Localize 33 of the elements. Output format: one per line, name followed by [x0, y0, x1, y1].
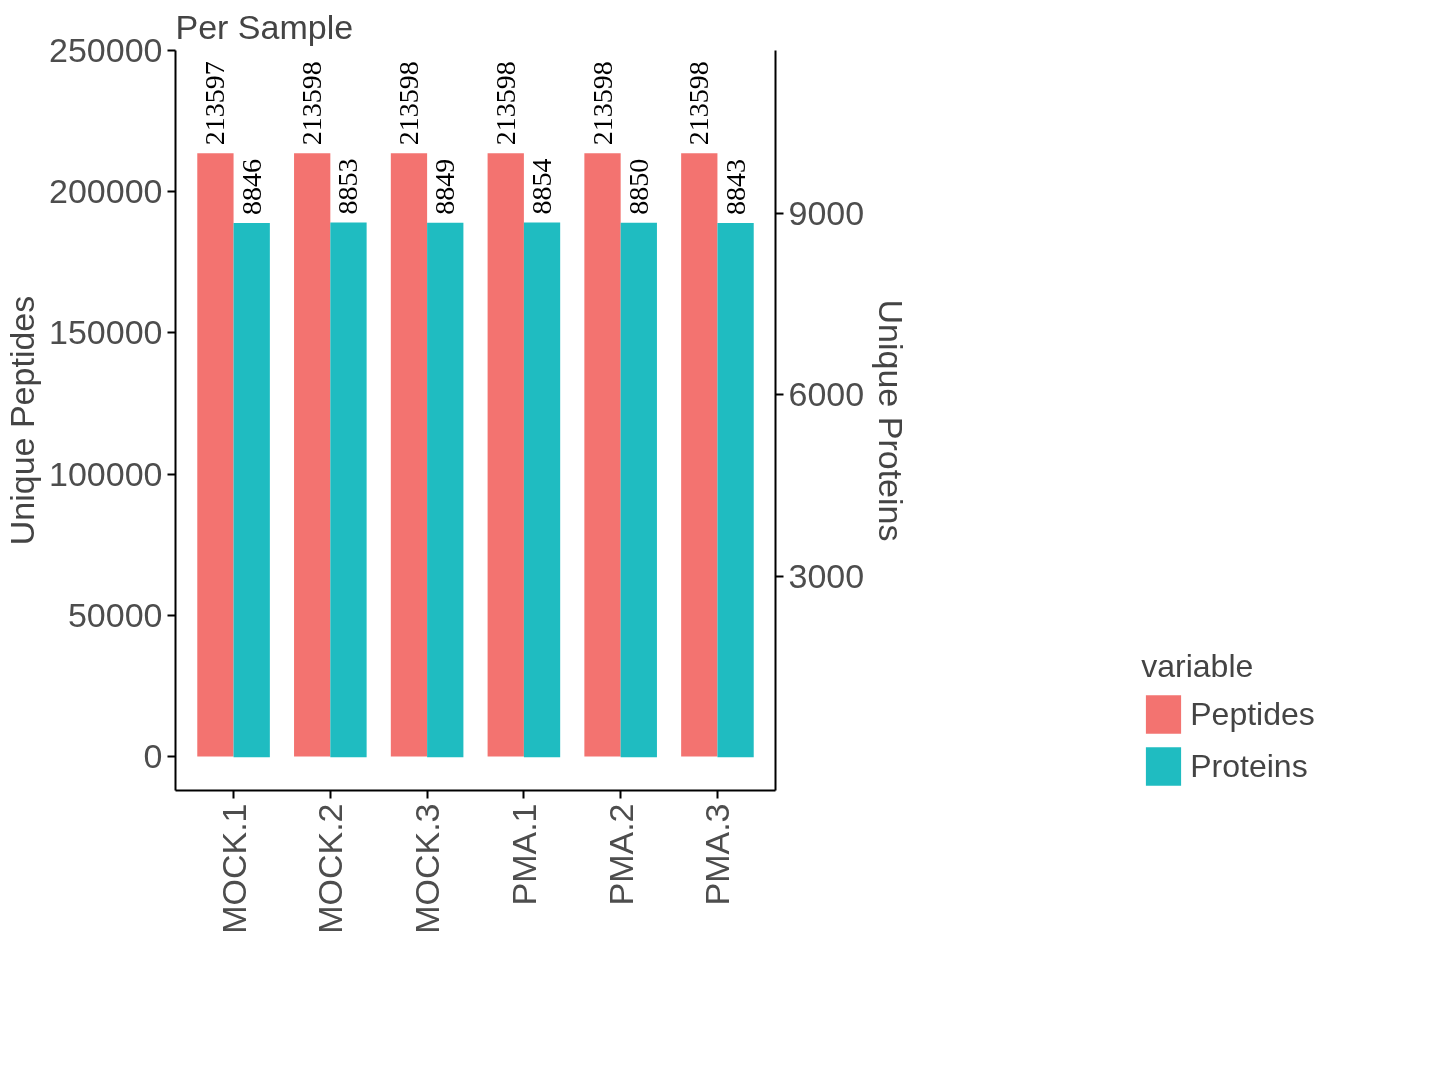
data-label: 213598: [489, 61, 521, 146]
x-tick-label: MOCK.3: [408, 803, 447, 934]
y-tick-label: 100000: [49, 454, 163, 493]
data-label: 8846: [235, 158, 267, 215]
chart-title: Per Sample: [175, 7, 354, 46]
x-tick-label: MOCK.1: [214, 803, 253, 934]
data-label: 8853: [332, 158, 364, 215]
y-axis-title: Unique Peptides: [3, 295, 42, 546]
x-tick-label: MOCK.2: [311, 803, 350, 934]
y-tick-label: 250000: [49, 31, 163, 69]
y-tick-label: 200000: [49, 172, 163, 211]
data-label: 213597: [199, 61, 231, 146]
data-label: 213598: [586, 61, 618, 146]
x-tick-label: PMA.2: [601, 803, 640, 906]
legend-title: variable: [1141, 648, 1255, 685]
y-tick-label: 150000: [49, 313, 163, 352]
legend-label: Proteins: [1190, 747, 1308, 785]
data-label: 213598: [392, 61, 424, 146]
x-tick-label: PMA.3: [698, 803, 737, 906]
data-label: 213598: [296, 61, 328, 146]
data-label: 8849: [429, 158, 461, 215]
x-tick-label: PMA.1: [504, 803, 543, 906]
y2-tick-label: 9000: [788, 194, 865, 233]
data-label: 8854: [526, 158, 558, 215]
y-tick-label: 50000: [67, 595, 163, 634]
y2-axis-title: Unique Proteins: [872, 299, 911, 542]
data-label: 213598: [683, 61, 715, 146]
y2-tick-label: 3000: [788, 556, 865, 595]
y-tick-label: 0: [143, 737, 163, 776]
data-label: 8850: [622, 158, 654, 215]
data-label: 8843: [719, 159, 751, 216]
y2-tick-label: 6000: [788, 375, 865, 414]
legend-label: Peptides: [1190, 695, 1315, 733]
